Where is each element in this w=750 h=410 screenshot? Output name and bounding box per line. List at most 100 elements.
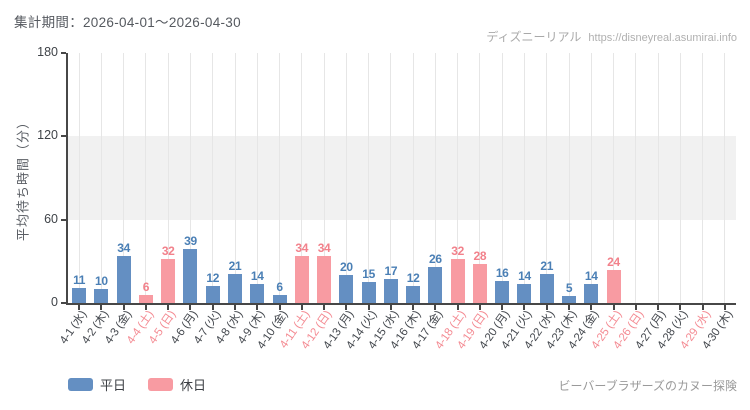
x-tick [679, 305, 682, 310]
x-tick [122, 305, 125, 310]
bar [450, 258, 465, 303]
report-period: 集計期間：2026-04-01～2026-04-30 [14, 15, 241, 30]
gridline [523, 53, 525, 303]
bar [161, 258, 176, 303]
gridline [167, 53, 169, 303]
bar-value-label: 14 [584, 268, 598, 283]
x-tick [701, 305, 704, 310]
watermark: ディズニーリアル https://disneyreal.asumirai.info [486, 28, 737, 45]
gridline [457, 53, 459, 303]
gridline [323, 53, 325, 303]
bar-value-label: 34 [295, 240, 309, 255]
bar [294, 255, 309, 303]
bar-value-label: 14 [518, 268, 531, 283]
x-tick [501, 305, 504, 310]
bar-value-label: 15 [362, 267, 375, 282]
bar [539, 273, 554, 303]
gridline [613, 53, 615, 303]
shaded-band [68, 136, 736, 220]
gridline [390, 53, 392, 303]
bar [339, 275, 354, 303]
gridline [100, 53, 102, 303]
gridline [345, 53, 347, 303]
x-tick [78, 305, 81, 310]
x-tick [278, 305, 281, 310]
y-tick-label: 120 [37, 128, 58, 143]
x-tick [478, 305, 481, 310]
x-axis-tick-labels: 4-1 (水) 4-2 (木) 4-3 (金) 4-4 (土) 4-5 (日) 4-6 (… [58, 307, 736, 377]
x-tick [568, 305, 570, 310]
gridline [590, 53, 592, 303]
gridline [679, 53, 681, 303]
bar-value-label: 28 [473, 249, 487, 264]
gridline [189, 53, 191, 303]
bar [428, 266, 443, 303]
bar-value-label: 11 [73, 272, 86, 287]
gridline [279, 53, 281, 303]
gridline [412, 53, 414, 303]
holiday-color-swatch [148, 378, 174, 391]
x-tick [100, 305, 103, 310]
bar [205, 286, 220, 303]
x-tick [234, 305, 236, 310]
x-tick [657, 305, 660, 310]
bar [317, 255, 332, 303]
bar [406, 286, 421, 303]
bar [272, 294, 287, 303]
bar [183, 248, 198, 303]
gridline [123, 53, 125, 303]
legend-label-holiday: 休日 [180, 378, 207, 393]
bar-value-label: 32 [161, 243, 175, 258]
bar [383, 279, 398, 303]
gridline [546, 53, 548, 303]
x-axis-line [66, 303, 736, 305]
bar [94, 289, 109, 303]
x-tick [389, 305, 392, 310]
gridline [724, 53, 726, 303]
legend-item-holiday[interactable]: 休日 [148, 375, 206, 394]
x-tick [545, 305, 548, 310]
gridline [434, 53, 436, 303]
bar-value-label: 34 [317, 240, 331, 255]
gridline [635, 53, 637, 303]
y-tick [61, 218, 66, 221]
bar [606, 269, 621, 303]
bar-value-label: 6 [276, 279, 283, 294]
legend-item-weekday[interactable]: 平日 [68, 375, 126, 394]
bar [517, 283, 532, 303]
bar-value-label: 20 [339, 260, 353, 275]
watermark-brand: ディズニーリアル [486, 30, 582, 44]
x-tick [590, 305, 593, 310]
y-tick-label: 60 [44, 211, 58, 226]
bar-value-label: 5 [565, 281, 573, 296]
gridline [568, 53, 570, 303]
gridline [145, 53, 147, 303]
bar [138, 294, 153, 303]
bar [472, 264, 487, 303]
weekday-color-swatch [68, 378, 93, 391]
y-axis-line [66, 53, 68, 305]
bar-value-label: 6 [142, 279, 150, 294]
bar [228, 273, 242, 303]
x-tick [167, 305, 170, 310]
bar [361, 282, 376, 303]
legend-label-weekday: 平日 [100, 378, 127, 393]
bar-value-label: 16 [495, 265, 509, 280]
bar [584, 283, 599, 303]
x-tick [256, 305, 259, 310]
gridline [368, 53, 370, 303]
x-tick [634, 305, 637, 310]
x-tick [189, 305, 192, 310]
gridline [501, 53, 503, 303]
bar [72, 287, 87, 303]
watermark-link[interactable]: https://disneyreal.asumirai.info [588, 32, 737, 44]
y-tick-label: 0 [51, 295, 58, 309]
y-axis-tick-labels: 0 60 120 180 [0, 45, 58, 309]
x-tick [345, 305, 348, 310]
attraction-name: ビーバーブラザーズのカヌー探険 [558, 379, 737, 393]
bar-value-label: 12 [206, 271, 220, 286]
chart-legend: 平日 休日 [68, 375, 206, 394]
x-tick [323, 305, 326, 310]
plot-area: 11 10 34 6 32 39 12 21 14 6 34 34 20 15 17 12 26 32 28 16 14… [61, 52, 736, 310]
